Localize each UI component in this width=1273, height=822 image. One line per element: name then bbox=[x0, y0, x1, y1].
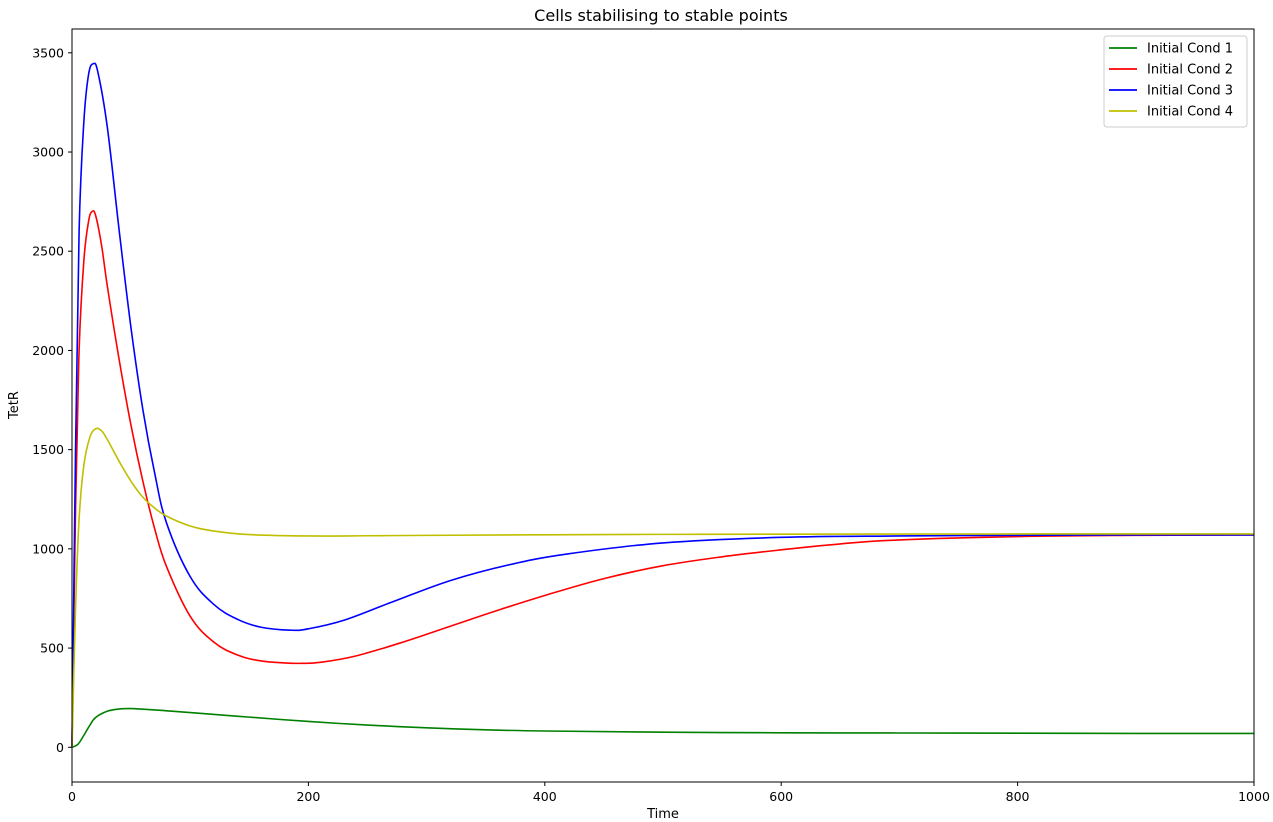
legend-label-3: Initial Cond 3 bbox=[1147, 84, 1233, 99]
y-tick-label: 3000 bbox=[32, 145, 64, 160]
series-line-4 bbox=[71, 427, 1255, 748]
y-tick-label: 1500 bbox=[32, 442, 64, 457]
y-axis-label: TetR bbox=[7, 391, 22, 420]
legend-label-1: Initial Cond 1 bbox=[1147, 42, 1233, 57]
series-line-3 bbox=[71, 62, 1255, 748]
legend-label-2: Initial Cond 2 bbox=[1147, 63, 1233, 78]
chart-title: Cells stabilising to stable points bbox=[534, 6, 788, 25]
legend-box bbox=[1103, 35, 1248, 128]
plot-frame bbox=[71, 28, 1255, 783]
y-tick-label: 1000 bbox=[32, 541, 64, 556]
series-line-2 bbox=[71, 209, 1255, 748]
x-tick-label: 400 bbox=[533, 789, 557, 804]
y-tick-label: 3500 bbox=[32, 45, 64, 60]
x-tick-label: 600 bbox=[769, 789, 793, 804]
y-tick-label: 2000 bbox=[32, 343, 64, 358]
x-axis-ticks: 0 200 400 600 800 1000 bbox=[68, 782, 1270, 804]
x-tick-label: 0 bbox=[68, 789, 76, 804]
x-tick-label: 800 bbox=[1006, 789, 1030, 804]
legend-label-4: Initial Cond 4 bbox=[1147, 105, 1233, 120]
y-axis-ticks: 0 500 1000 1500 2000 2500 3000 3500 bbox=[32, 45, 72, 755]
x-axis-label: Time bbox=[646, 807, 679, 822]
y-tick-label: 0 bbox=[56, 740, 64, 755]
series-layer bbox=[71, 62, 1255, 749]
y-tick-label: 500 bbox=[40, 641, 64, 656]
y-tick-label: 2500 bbox=[32, 244, 64, 259]
x-tick-label: 1000 bbox=[1238, 789, 1270, 804]
x-tick-label: 200 bbox=[296, 789, 320, 804]
series-line-1 bbox=[71, 707, 1255, 749]
legend: Initial Cond 1 Initial Cond 2 Initial Cond… bbox=[1103, 35, 1248, 128]
